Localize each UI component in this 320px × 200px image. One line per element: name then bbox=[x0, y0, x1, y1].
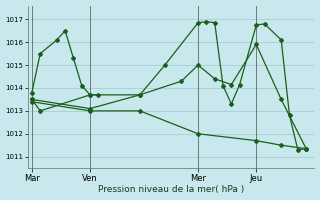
X-axis label: Pression niveau de la mer( hPa ): Pression niveau de la mer( hPa ) bbox=[98, 185, 244, 194]
